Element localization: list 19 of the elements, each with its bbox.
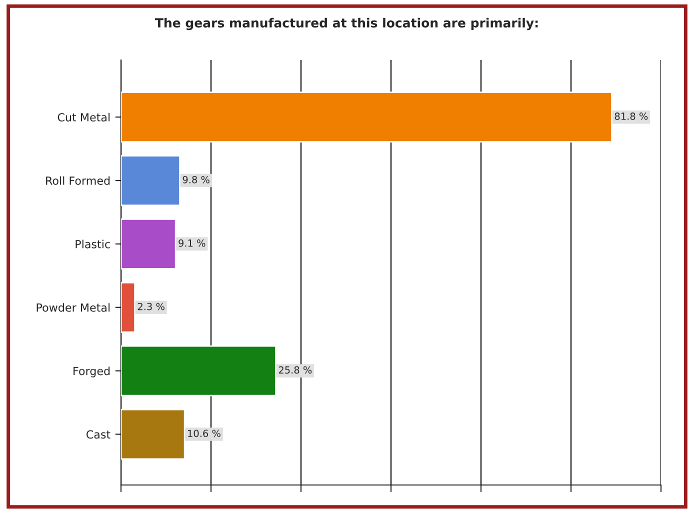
y-tick-label: Cast bbox=[86, 430, 110, 439]
data-label: 9.1 % bbox=[178, 239, 206, 247]
y-tick-label: Cut Metal bbox=[58, 112, 110, 122]
bar bbox=[121, 345, 276, 396]
data-label: 2.3 % bbox=[138, 302, 164, 310]
data-label: 10.6 % bbox=[188, 430, 220, 438]
bar bbox=[121, 218, 176, 270]
data-label: 25.8 % bbox=[278, 366, 312, 374]
bar bbox=[121, 282, 136, 333]
y-tick-label: Powder Metal bbox=[36, 303, 110, 312]
bar bbox=[121, 155, 180, 206]
bar bbox=[121, 92, 612, 143]
data-label: 9.8 % bbox=[182, 176, 210, 184]
data-label: 81.8 % bbox=[614, 112, 648, 120]
chart-title: The gears manufactured at this location are primarily: bbox=[155, 18, 538, 30]
y-tick-label: Roll Formed bbox=[46, 176, 110, 185]
y-tick-label: Plastic bbox=[76, 240, 110, 248]
bar bbox=[121, 408, 186, 460]
y-tick-label: Forged bbox=[74, 366, 110, 378]
